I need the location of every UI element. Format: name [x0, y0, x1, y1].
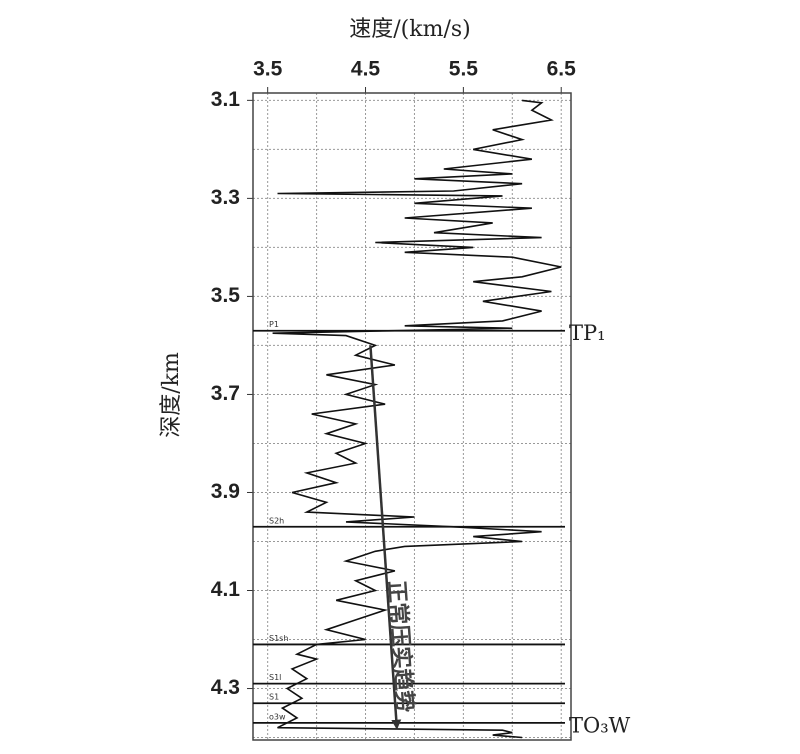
x-axis-title: 速度/(km/s) [349, 17, 470, 42]
formation-label: S1l [269, 673, 281, 682]
formation-label: S1 [269, 693, 279, 702]
formation-marker: TP₁ [569, 321, 606, 345]
formation-label: S2h [269, 516, 284, 525]
y-axis-title: 深度/km [159, 352, 184, 438]
x-tick-label: 5.5 [449, 58, 479, 81]
y-tick-label: 3.9 [211, 480, 240, 503]
y-tick-label: 4.3 [211, 676, 240, 699]
velocity-log [272, 99, 562, 739]
plot-frame [252, 92, 572, 741]
formation-label: P1 [269, 320, 279, 329]
y-tick-label: 3.3 [211, 186, 240, 209]
y-tick-label: 4.1 [211, 578, 241, 601]
y-tick-label: 3.7 [211, 382, 240, 405]
formation-label: o3w [269, 712, 286, 721]
x-tick-label: 6.5 [547, 58, 577, 81]
x-tick-label: 3.5 [253, 58, 283, 81]
y-tick-label: 3.1 [211, 88, 241, 111]
y-tick-label: 3.5 [211, 284, 241, 307]
formation-label: S1sh [269, 634, 288, 643]
formation-marker: TO₃W [569, 713, 631, 737]
trend-label: 正常压实趋势 [383, 580, 418, 713]
trend-arrow [369, 345, 402, 730]
x-tick-label: 4.5 [351, 58, 381, 81]
